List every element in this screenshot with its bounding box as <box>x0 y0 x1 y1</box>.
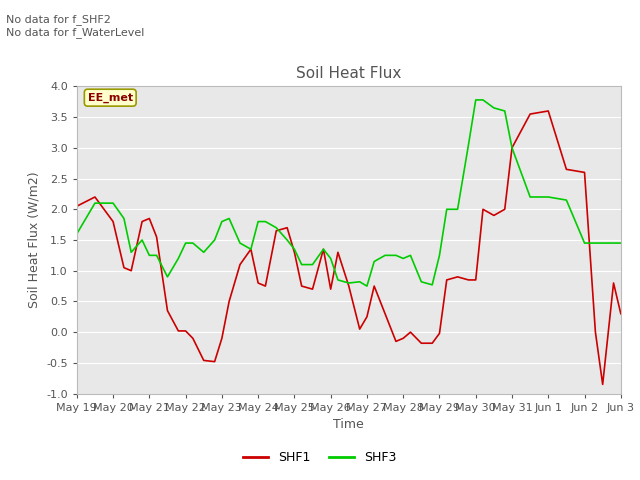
SHF3 <box>580 240 588 246</box>
SHF3 <box>363 283 371 289</box>
SHF3 <box>273 225 280 230</box>
SHF1 <box>145 216 153 221</box>
SHF3 <box>610 240 618 246</box>
Text: EE_met: EE_met <box>88 93 133 103</box>
Line: SHF3: SHF3 <box>77 100 621 286</box>
SHF3 <box>211 237 218 243</box>
Y-axis label: Soil Heat Flux (W/m2): Soil Heat Flux (W/m2) <box>28 172 40 308</box>
Line: SHF1: SHF1 <box>77 111 621 384</box>
SHF3 <box>472 97 479 103</box>
Text: No data for f_SHF2
No data for f_WaterLevel: No data for f_SHF2 No data for f_WaterLe… <box>6 14 145 38</box>
SHF3 <box>182 240 189 246</box>
SHF1 <box>273 228 280 234</box>
SHF1 <box>563 167 570 172</box>
SHF1 <box>599 382 607 387</box>
SHF1 <box>610 280 618 286</box>
SHF1 <box>73 204 81 209</box>
SHF3 <box>73 231 81 237</box>
SHF1 <box>545 108 552 114</box>
X-axis label: Time: Time <box>333 418 364 431</box>
Title: Soil Heat Flux: Soil Heat Flux <box>296 66 401 81</box>
SHF1 <box>182 328 189 334</box>
SHF3 <box>145 252 153 258</box>
SHF1 <box>617 311 625 317</box>
SHF3 <box>617 240 625 246</box>
Legend: SHF1, SHF3: SHF1, SHF3 <box>238 446 402 469</box>
SHF1 <box>211 359 218 364</box>
